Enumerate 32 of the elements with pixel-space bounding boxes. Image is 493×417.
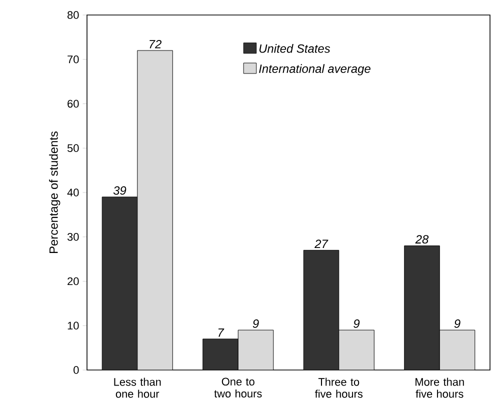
y-tick-label: 50 <box>67 144 79 152</box>
y-tick-label: 30 <box>67 233 79 241</box>
x-tick-label: More than five hours <box>416 378 464 398</box>
data-label: 39 <box>113 186 126 195</box>
data-label: 27 <box>314 240 328 248</box>
y-tick-label: 40 <box>67 188 79 196</box>
data-label: 72 <box>150 40 162 48</box>
data-label: 7 <box>218 328 224 337</box>
y-tick-label: 70 <box>68 56 79 64</box>
y-tick-label: 20 <box>68 277 79 286</box>
bar <box>102 196 138 370</box>
legend-label: United States <box>259 44 330 53</box>
data-label: 9 <box>454 319 460 328</box>
data-label: 9 <box>354 319 360 328</box>
bar <box>338 330 374 370</box>
x-tick-label: Less than one hour <box>114 378 161 398</box>
y-tick-label: 0 <box>74 366 79 374</box>
y-tick-label: 80 <box>68 11 79 19</box>
y-axis-title: Percentage of students <box>49 131 60 253</box>
legend-label: International average <box>259 64 370 76</box>
bar <box>303 250 340 370</box>
bar <box>439 330 476 370</box>
data-label: 9 <box>252 319 259 328</box>
y-tick-label: 60 <box>68 100 79 108</box>
x-tick-label: Three to five hours <box>314 378 363 398</box>
bar <box>202 338 238 370</box>
bar <box>404 246 440 370</box>
y-tick-label: 10 <box>68 322 79 330</box>
bar <box>238 330 274 370</box>
bar <box>137 50 173 370</box>
x-tick-label: One to two hours <box>214 378 262 398</box>
data-label: 28 <box>415 235 429 244</box>
